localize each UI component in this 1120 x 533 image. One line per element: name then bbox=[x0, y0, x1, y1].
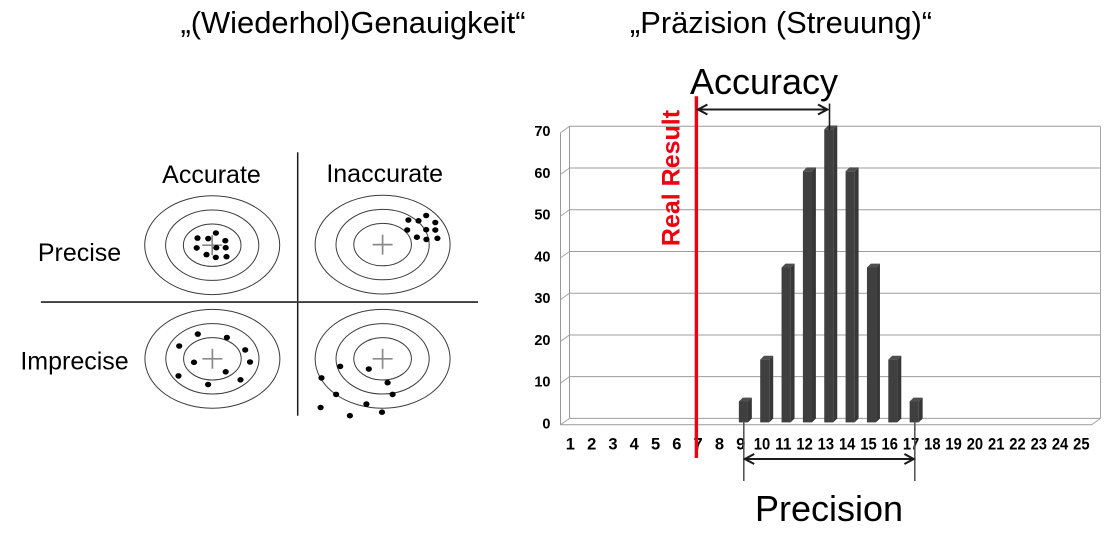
svg-text:50: 50 bbox=[534, 208, 550, 224]
svg-text:10: 10 bbox=[754, 436, 770, 454]
svg-text:60: 60 bbox=[534, 166, 550, 182]
svg-text:13: 13 bbox=[818, 436, 834, 454]
svg-text:4: 4 bbox=[630, 436, 640, 454]
svg-text:24: 24 bbox=[1052, 436, 1069, 454]
svg-text:Precision: Precision bbox=[755, 488, 903, 529]
svg-text:Imprecise: Imprecise bbox=[20, 348, 128, 376]
svg-text:11: 11 bbox=[775, 436, 791, 454]
svg-text:Precise: Precise bbox=[38, 239, 121, 267]
svg-text:30: 30 bbox=[534, 291, 550, 307]
svg-text:7: 7 bbox=[694, 436, 703, 454]
svg-text:21: 21 bbox=[988, 436, 1004, 454]
svg-text:18: 18 bbox=[924, 436, 940, 454]
svg-text:5: 5 bbox=[651, 436, 660, 454]
svg-text:6: 6 bbox=[672, 436, 681, 454]
svg-text:12: 12 bbox=[796, 436, 812, 454]
svg-text:„Präzision (Streuung)“: „Präzision (Streuung)“ bbox=[630, 5, 932, 40]
svg-text:Real Result: Real Result bbox=[658, 109, 686, 246]
svg-text:3: 3 bbox=[608, 436, 617, 454]
svg-text:„(Wiederhol)Genauigkeit“: „(Wiederhol)Genauigkeit“ bbox=[180, 5, 525, 40]
svg-text:14: 14 bbox=[839, 436, 856, 454]
svg-text:19: 19 bbox=[945, 436, 961, 454]
svg-text:Accuracy: Accuracy bbox=[690, 61, 838, 102]
svg-text:0: 0 bbox=[542, 416, 550, 432]
svg-text:20: 20 bbox=[534, 333, 550, 349]
svg-text:10: 10 bbox=[534, 375, 550, 391]
svg-text:16: 16 bbox=[882, 436, 898, 454]
svg-text:22: 22 bbox=[1009, 436, 1025, 454]
svg-text:25: 25 bbox=[1073, 436, 1089, 454]
svg-text:8: 8 bbox=[715, 436, 724, 454]
svg-text:Inaccurate: Inaccurate bbox=[326, 160, 443, 188]
svg-text:15: 15 bbox=[860, 436, 876, 454]
svg-text:9: 9 bbox=[736, 436, 745, 454]
svg-text:20: 20 bbox=[967, 436, 983, 454]
svg-text:2: 2 bbox=[587, 436, 596, 454]
svg-text:40: 40 bbox=[534, 249, 550, 265]
svg-text:17: 17 bbox=[903, 436, 919, 454]
svg-text:70: 70 bbox=[534, 124, 550, 140]
svg-text:Accurate: Accurate bbox=[162, 161, 261, 189]
svg-text:23: 23 bbox=[1031, 436, 1047, 454]
svg-text:1: 1 bbox=[566, 436, 575, 454]
